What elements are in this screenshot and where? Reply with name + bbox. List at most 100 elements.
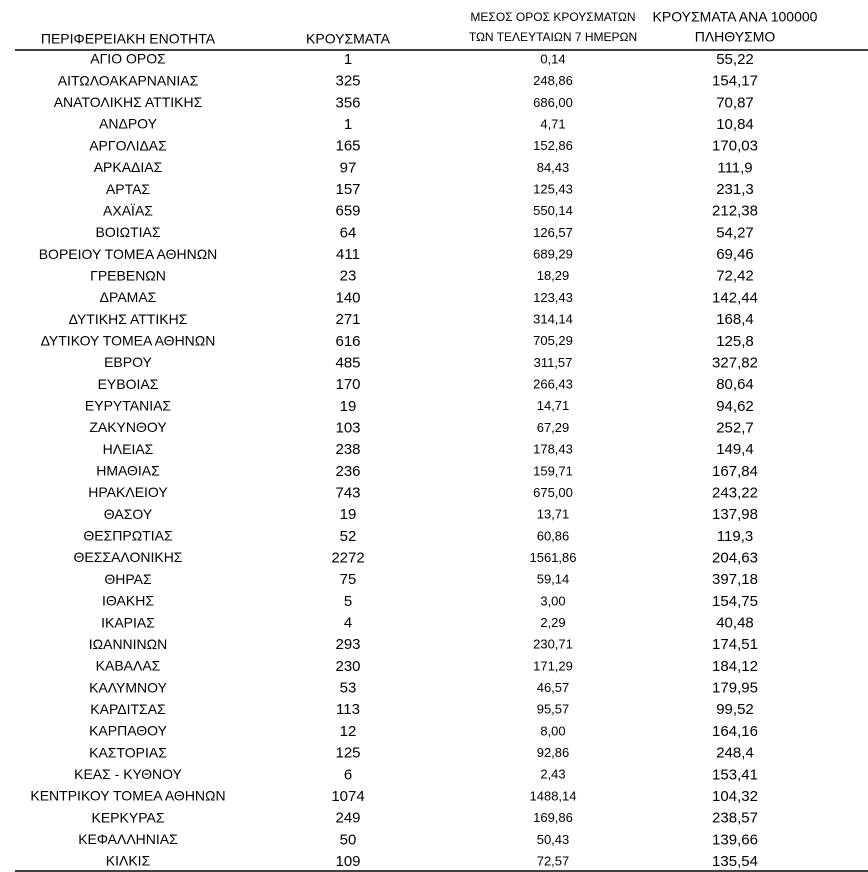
region-name: ΚΑΣΤΟΡΙΑΣ [89, 744, 167, 760]
cell-value: 72,57 [537, 853, 570, 868]
region-name: ΑΡΤΑΣ [106, 181, 151, 197]
region-name: ΗΛΕΙΑΣ [103, 441, 154, 457]
cell-value: 123,43 [533, 290, 573, 305]
cell-value: 5 [344, 593, 352, 610]
cell-value: 59,14 [537, 572, 570, 587]
cell-value: 3,00 [540, 593, 565, 608]
region-name: ΔΥΤΙΚΗΣ ΑΤΤΙΚΗΣ [69, 311, 188, 327]
region-name: ΑΝΑΤΟΛΙΚΗΣ ΑΤΤΙΚΗΣ [54, 94, 203, 110]
region-name: ΚΕΝΤΡΙΚΟΥ ΤΟΜΕΑ ΑΘΗΝΩΝ [30, 788, 225, 804]
cell-value: 6 [344, 766, 352, 783]
column-header: ΠΛΗΘΥΣΜΟ [695, 29, 776, 45]
cell-value: 54,27 [716, 224, 754, 241]
cell-value: 1561,86 [530, 550, 577, 565]
cell-value: 72,42 [716, 268, 754, 285]
cell-value: 311,57 [534, 355, 573, 370]
cell-value: 52 [340, 528, 357, 545]
region-name: ΘΕΣΣΑΛΟΝΙΚΗΣ [74, 549, 183, 565]
region-name: ΕΥΡΥΤΑΝΙΑΣ [85, 398, 172, 414]
cell-value: 4,71 [540, 116, 565, 131]
cell-value: 616 [335, 333, 360, 350]
cell-value: 230 [335, 658, 360, 675]
cell-value: 252,7 [716, 419, 754, 436]
region-name: ΒΟΡΕΙΟΥ ΤΟΜΕΑ ΑΘΗΝΩΝ [39, 246, 218, 262]
cell-value: 50,43 [537, 832, 570, 847]
cell-value: 266,43 [533, 377, 573, 392]
region-name: ΖΑΚΥΝΘΟΥ [89, 419, 167, 435]
cell-value: 135,54 [712, 853, 758, 870]
cell-value: 165 [335, 138, 360, 155]
cell-value: 50 [340, 831, 357, 848]
cell-value: 2272 [331, 550, 364, 567]
region-name: ΑΙΤΩΛΟΑΚΑΡΝΑΝΙΑΣ [58, 72, 199, 88]
region-name: ΑΡΓΟΛΙΔΑΣ [89, 137, 167, 153]
region-name: ΙΩΑΝΝΙΝΩΝ [89, 636, 168, 652]
cell-value: 169,86 [533, 810, 573, 825]
cell-value: 168,4 [716, 311, 754, 328]
cell-value: 75 [340, 571, 357, 588]
cell-value: 154,17 [712, 73, 758, 90]
cell-value: 248,4 [716, 745, 754, 762]
cell-value: 8,00 [540, 723, 565, 738]
cell-value: 125 [335, 745, 360, 762]
cell-value: 659 [335, 203, 360, 220]
region-name: ΚΕΦΑΛΛΗΝΙΑΣ [78, 831, 178, 847]
cell-value: 675,00 [533, 485, 573, 500]
cell-value: 60,86 [537, 528, 570, 543]
cell-value: 109 [335, 853, 360, 870]
cell-value: 327,82 [712, 354, 758, 371]
cell-value: 550,14 [533, 203, 573, 218]
region-name: ΘΑΣΟΥ [104, 506, 153, 522]
cell-value: 230,71 [533, 637, 573, 652]
region-name: ΕΒΡΟΥ [104, 354, 152, 370]
region-name: ΙΚΑΡΙΑΣ [101, 614, 155, 630]
region-name: ΚΑΛΥΜΝΟΥ [89, 679, 168, 695]
region-name: ΚΕΑΣ - ΚΥΘΝΟΥ [74, 766, 182, 782]
cell-value: 271 [335, 311, 360, 328]
cell-value: 103 [335, 419, 360, 436]
cell-value: 1488,14 [530, 788, 577, 803]
cell-value: 356 [335, 94, 360, 111]
cell-value: 126,57 [533, 225, 573, 240]
cell-value: 53 [340, 680, 357, 697]
region-name: ΚΑΡΔΙΤΣΑΣ [90, 701, 166, 717]
cell-value: 23 [340, 268, 357, 285]
cell-value: 1 [344, 116, 352, 133]
cell-value: 325 [335, 73, 360, 90]
cell-value: 243,22 [712, 484, 758, 501]
cell-value: 2,43 [540, 767, 565, 782]
cell-value: 686,00 [533, 95, 573, 110]
cell-value: 139,66 [712, 831, 758, 848]
cell-value: 157 [335, 181, 360, 198]
region-name: ΚΑΒΑΛΑΣ [96, 658, 161, 674]
cell-value: 119,3 [717, 528, 753, 545]
cell-value: 70,87 [716, 94, 754, 111]
cell-value: 1074 [331, 788, 364, 805]
cell-value: 154,75 [712, 593, 758, 610]
cell-value: 171,29 [533, 658, 573, 673]
cell-value: 18,29 [537, 268, 570, 283]
cell-value: 137,98 [712, 506, 758, 523]
cell-value: 411 [336, 246, 360, 263]
region-name: ΗΡΑΚΛΕΙΟΥ [88, 484, 168, 500]
region-name: ΓΡΕΒΕΝΩΝ [90, 267, 166, 283]
cell-value: 204,63 [712, 550, 758, 567]
cell-value: 19 [340, 398, 357, 415]
cell-value: 80,64 [716, 376, 754, 393]
cell-value: 149,4 [716, 441, 754, 458]
cell-value: 55,22 [716, 51, 754, 68]
column-header: ΚΡΟΥΣΜΑΤΑ [306, 31, 391, 47]
cell-value: 140 [335, 289, 360, 306]
cell-value: 170 [335, 376, 360, 393]
cell-value: 184,12 [712, 658, 758, 675]
cell-value: 125,8 [716, 333, 754, 350]
cell-value: 293 [335, 636, 360, 653]
cell-value: 142,44 [712, 289, 758, 306]
cell-value: 743 [335, 484, 360, 501]
cell-value: 159,71 [533, 463, 573, 478]
cell-value: 67,29 [537, 420, 570, 435]
cell-value: 113 [336, 701, 360, 718]
cell-value: 179,95 [712, 680, 758, 697]
cell-value: 13,71 [537, 507, 570, 522]
cell-value: 40,48 [716, 615, 754, 632]
